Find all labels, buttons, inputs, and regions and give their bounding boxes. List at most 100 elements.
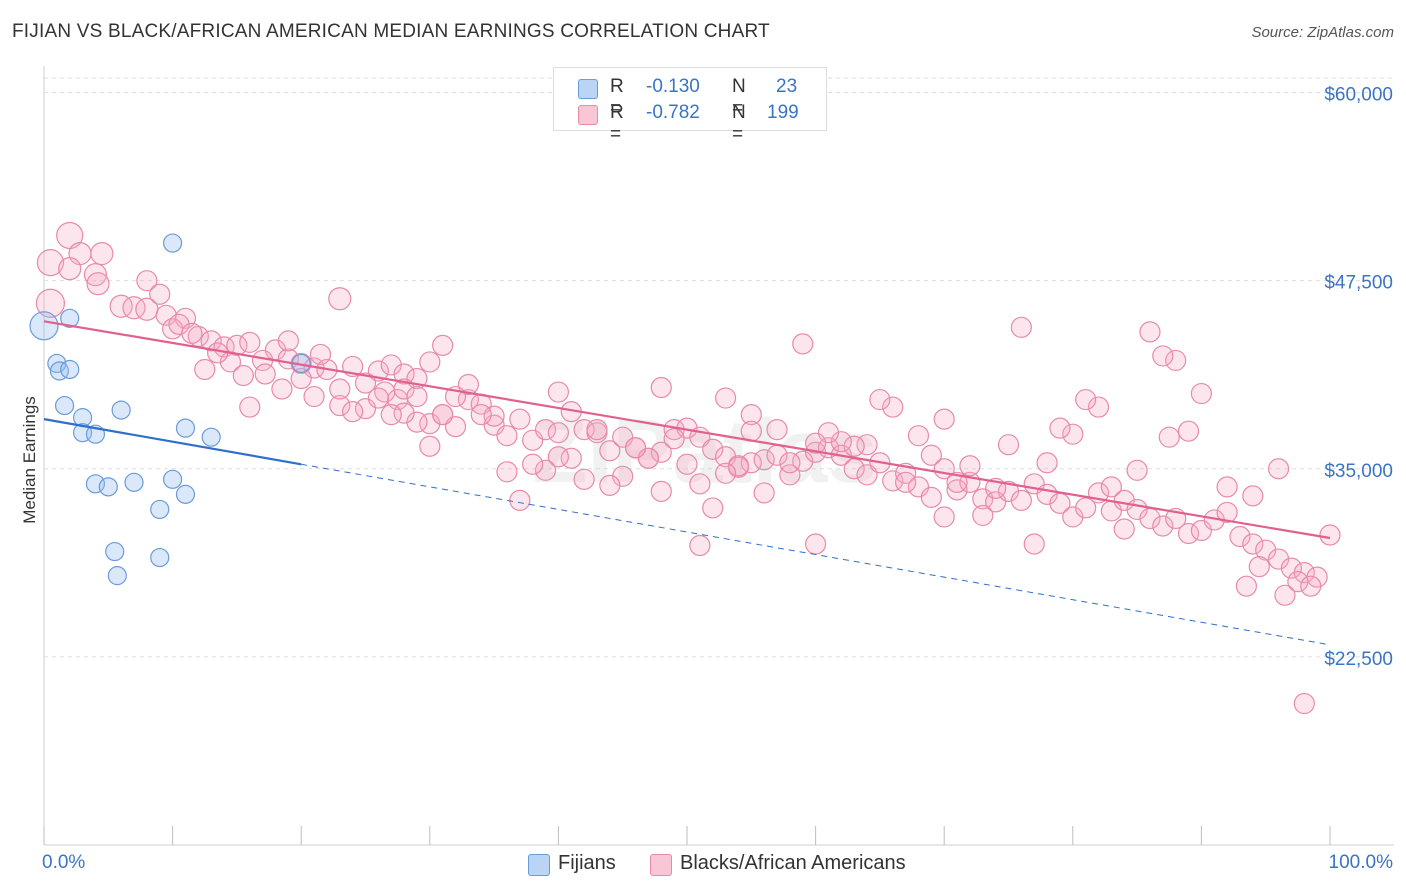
point-blacks xyxy=(83,263,108,287)
chart-title: FIJIAN VS BLACK/AFRICAN AMERICAN MEDIAN … xyxy=(12,21,770,42)
point-blacks xyxy=(1010,489,1032,511)
point-blacks xyxy=(354,372,377,394)
point-blacks xyxy=(1242,485,1264,507)
point-blacks xyxy=(496,461,518,483)
point-blacks xyxy=(663,428,685,450)
point-blacks xyxy=(1293,692,1315,715)
y-tick-label: $47,500 xyxy=(1324,273,1393,294)
point-blacks xyxy=(496,425,518,447)
point-blacks xyxy=(740,420,762,442)
legend-r-value: -0.130 xyxy=(646,76,700,97)
point-blacks xyxy=(1152,345,1174,367)
point-blacks xyxy=(226,334,248,356)
trend-lines xyxy=(43,320,1331,646)
point-fijians xyxy=(124,472,144,492)
point-blacks xyxy=(1139,321,1161,343)
point-blacks xyxy=(1152,515,1174,537)
point-fijians xyxy=(29,311,59,341)
legend-r-label: R = xyxy=(610,102,624,145)
point-fijians xyxy=(175,484,196,504)
point-blacks xyxy=(933,408,955,430)
point-blacks xyxy=(239,331,261,353)
point-blacks xyxy=(329,394,351,417)
point-fijians xyxy=(60,359,80,380)
point-blacks xyxy=(86,272,110,296)
point-blacks xyxy=(432,404,454,426)
point-blacks xyxy=(509,489,531,511)
point-blacks xyxy=(393,363,415,385)
point-blacks xyxy=(290,367,312,390)
point-blacks xyxy=(727,455,750,477)
source-label: Source: ZipAtlas.com xyxy=(1251,24,1394,41)
trend-line-fijians xyxy=(43,418,302,466)
point-blacks xyxy=(342,401,364,423)
point-blacks xyxy=(149,283,171,305)
point-blacks xyxy=(895,471,917,493)
point-blacks xyxy=(181,322,203,344)
axes xyxy=(43,66,1394,846)
point-blacks xyxy=(804,432,827,454)
point-fijians xyxy=(175,418,196,438)
point-blacks xyxy=(329,378,351,400)
point-blacks xyxy=(843,435,865,457)
point-blacks xyxy=(367,387,389,409)
point-blacks xyxy=(1216,476,1238,498)
point-fijians xyxy=(150,499,170,520)
point-blacks xyxy=(239,396,261,418)
point-blacks xyxy=(547,381,570,403)
point-blacks xyxy=(766,419,788,441)
point-blacks xyxy=(933,506,955,528)
point-blacks xyxy=(534,459,557,481)
point-blacks xyxy=(907,425,930,447)
point-blacks xyxy=(534,419,557,441)
point-blacks xyxy=(1229,525,1251,548)
point-blacks xyxy=(624,437,647,459)
point-blacks xyxy=(58,257,82,281)
point-blacks xyxy=(109,294,133,318)
y-tick-label: $60,000 xyxy=(1324,85,1393,106)
point-fijians xyxy=(163,233,183,253)
point-blacks xyxy=(997,434,1020,456)
point-blacks xyxy=(309,343,332,366)
point-blacks xyxy=(35,288,66,318)
point-blacks xyxy=(1036,452,1058,474)
legend-n-value: 199 xyxy=(767,102,799,123)
legend-n-value: 23 xyxy=(776,76,798,97)
point-blacks xyxy=(599,474,621,496)
point-fijians xyxy=(54,395,75,416)
legend-n-label: N = xyxy=(732,102,746,145)
point-blacks xyxy=(650,480,672,502)
point-blacks xyxy=(1248,556,1270,578)
legend-swatch-fijians xyxy=(578,79,598,99)
point-blacks xyxy=(1062,423,1084,445)
legend-swatch-fijians xyxy=(528,854,550,876)
legend-swatch-blacks xyxy=(578,105,598,125)
legend-n-label: N = xyxy=(732,76,746,119)
point-blacks xyxy=(1010,316,1032,338)
point-blacks xyxy=(702,497,724,519)
point-blacks xyxy=(740,404,762,426)
point-blacks xyxy=(779,452,801,474)
point-blacks xyxy=(254,363,276,385)
point-blacks xyxy=(1280,557,1303,579)
point-blacks xyxy=(714,387,737,409)
point-blacks xyxy=(882,396,904,418)
legend-r-value: -0.782 xyxy=(646,102,700,123)
point-blacks xyxy=(946,471,968,493)
point-blacks xyxy=(1177,420,1200,442)
point-blacks xyxy=(277,330,299,352)
point-blacks xyxy=(650,441,672,463)
point-blacks xyxy=(676,453,698,475)
point-blacks xyxy=(1165,349,1187,372)
point-blacks xyxy=(1087,396,1110,418)
point-fijians xyxy=(163,469,183,489)
point-blacks xyxy=(1158,426,1180,448)
x-tick-label-max: 100.0% xyxy=(1328,852,1393,873)
point-blacks xyxy=(36,249,65,277)
point-blacks xyxy=(1267,458,1290,480)
point-blacks xyxy=(1100,476,1122,498)
series-blacks-points xyxy=(35,221,1341,715)
point-blacks xyxy=(972,504,994,527)
y-tick-labels: $60,000 $47,500 $35,000 $22,500 xyxy=(1324,85,1393,670)
point-blacks xyxy=(303,385,325,408)
